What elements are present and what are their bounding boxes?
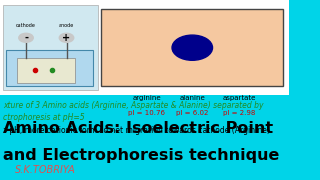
- Text: -: -: [24, 33, 28, 43]
- Bar: [101, 9, 284, 86]
- Text: aspartate: aspartate: [223, 95, 256, 101]
- Text: cathode: cathode: [16, 23, 36, 28]
- Text: alanine: alanine: [180, 95, 205, 101]
- Circle shape: [59, 33, 74, 42]
- Bar: [0, 101, 289, 180]
- Bar: [6, 50, 92, 86]
- Text: ctrophoresis at pH=5: ctrophoresis at pH=5: [3, 113, 84, 122]
- Text: Amino Acids: Isoelectric Point: Amino Acids: Isoelectric Point: [3, 121, 273, 136]
- Text: +: +: [62, 33, 71, 43]
- Bar: [17, 58, 75, 83]
- Text: xture of 3 Amino acids (Arginine, Aspartate & Alanine) separated by: xture of 3 Amino acids (Arginine, Aspart…: [3, 101, 263, 110]
- Text: pI = 2.98: pI = 2.98: [223, 110, 256, 116]
- Text: pI = 6.02: pI = 6.02: [176, 110, 208, 116]
- Text: arginine: arginine: [132, 95, 161, 101]
- Text: pI = 10.76: pI = 10.76: [128, 110, 165, 116]
- Text: and Electrophoresis technique: and Electrophoresis technique: [3, 148, 279, 163]
- Circle shape: [172, 35, 212, 60]
- Text: anode: anode: [59, 23, 74, 28]
- Text: S.K.TOBRIYA: S.K.TOBRIYA: [14, 165, 75, 175]
- Bar: [3, 5, 98, 90]
- Circle shape: [19, 33, 33, 42]
- Text: >pH, more cationic form so net migration towards cathode (Arginine): >pH, more cationic form so net migration…: [3, 126, 270, 135]
- Bar: [0, 0, 289, 95]
